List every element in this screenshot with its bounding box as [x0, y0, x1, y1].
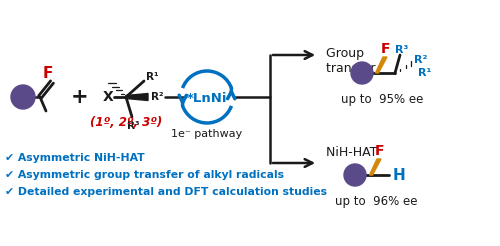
Text: R¹: R¹ — [146, 72, 158, 82]
Text: +: + — [71, 87, 89, 107]
Text: R¹: R¹ — [418, 68, 432, 78]
Circle shape — [351, 62, 373, 84]
Circle shape — [344, 164, 366, 186]
Text: ✔ Detailed experimental and DFT calculation studies: ✔ Detailed experimental and DFT calculat… — [5, 187, 327, 197]
Text: *LnNi: *LnNi — [187, 92, 227, 106]
Text: up to  95% ee: up to 95% ee — [341, 93, 423, 107]
Text: up to  96% ee: up to 96% ee — [335, 196, 417, 209]
Text: F: F — [374, 144, 384, 158]
Text: ✔ Asymmetric group transfer of alkyl radicals: ✔ Asymmetric group transfer of alkyl rad… — [5, 170, 284, 180]
Text: R²: R² — [151, 92, 164, 102]
Text: H: H — [392, 168, 406, 183]
Polygon shape — [370, 159, 381, 175]
Text: F: F — [380, 42, 390, 56]
Polygon shape — [376, 57, 387, 73]
Text: ✔ Asymmetric NiH-HAT: ✔ Asymmetric NiH-HAT — [5, 153, 144, 163]
Polygon shape — [126, 93, 148, 101]
Text: (1º, 2º, 3º): (1º, 2º, 3º) — [90, 116, 162, 128]
Circle shape — [11, 85, 35, 109]
Text: R³: R³ — [126, 121, 140, 131]
Text: Group: Group — [318, 47, 364, 61]
Text: NiH-HAT: NiH-HAT — [318, 147, 378, 159]
Text: X: X — [102, 90, 114, 104]
Text: R²: R² — [414, 55, 428, 65]
Text: R³: R³ — [396, 45, 408, 55]
Text: transfer: transfer — [318, 62, 376, 76]
Text: F: F — [43, 65, 53, 80]
Text: 1e⁻ pathway: 1e⁻ pathway — [172, 129, 242, 139]
